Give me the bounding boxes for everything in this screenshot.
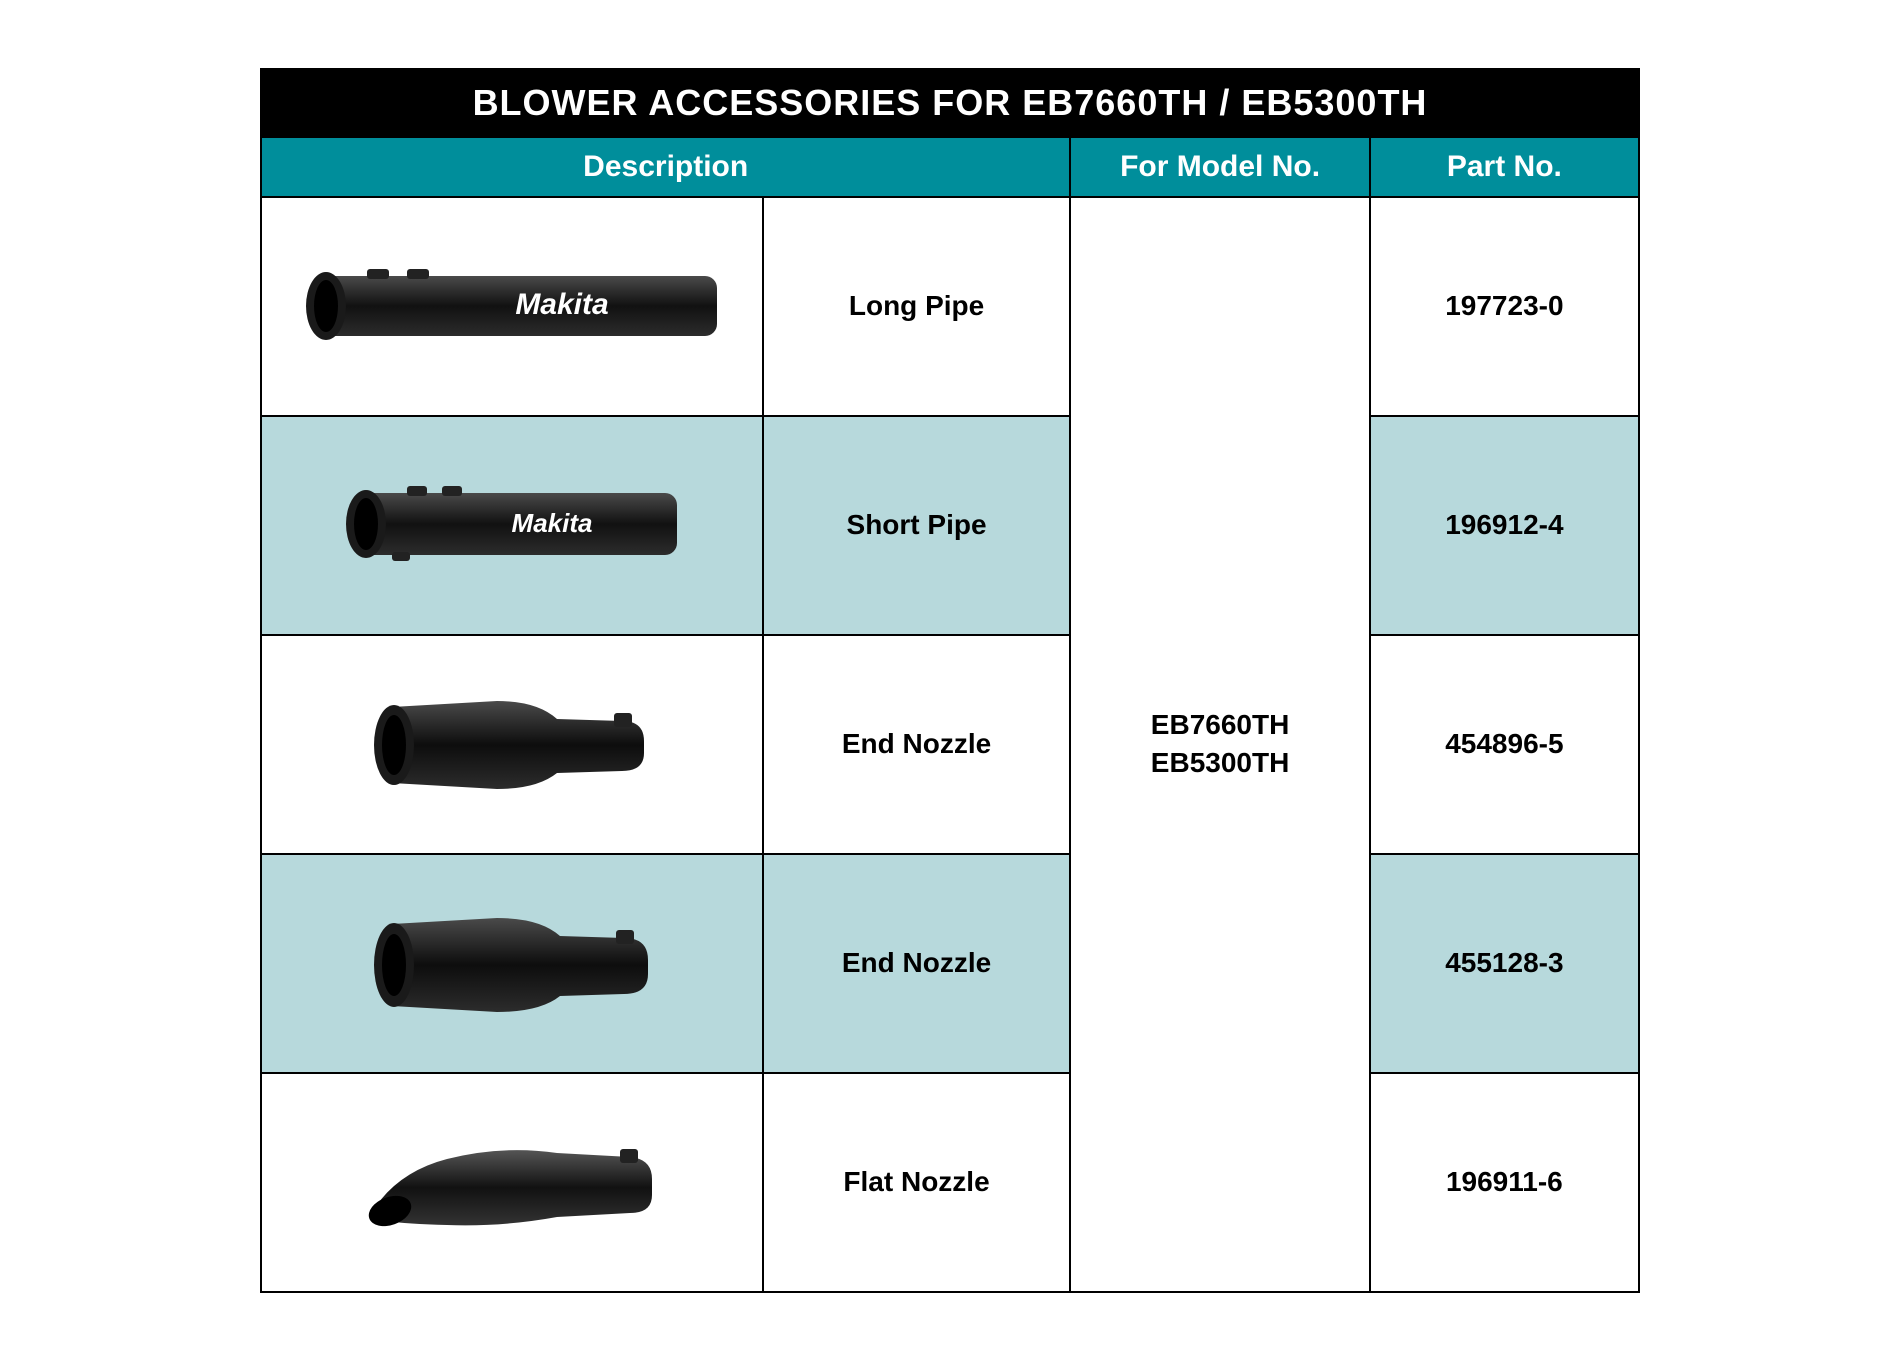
end-nozzle-icon	[362, 898, 662, 1028]
table-row: Flat Nozzle 196911-6	[261, 1073, 1639, 1292]
part-no-cell: 197723-0	[1370, 197, 1639, 416]
table-row: Makita Short Pipe 196912-4	[261, 416, 1639, 635]
description-cell: Short Pipe	[763, 416, 1071, 635]
model-line-2: EB5300TH	[1072, 744, 1367, 782]
product-image-cell	[261, 854, 763, 1073]
brand-text: Makita	[515, 288, 608, 321]
product-image-cell: Makita	[261, 416, 763, 635]
model-cell: EB7660TH EB5300TH	[1070, 197, 1369, 1292]
product-image-cell: Makita	[261, 197, 763, 416]
table-row: End Nozzle 454896-5	[261, 635, 1639, 854]
long-pipe-icon: Makita	[302, 251, 722, 361]
table-row: End Nozzle 455128-3	[261, 854, 1639, 1073]
part-no-cell: 454896-5	[1370, 635, 1639, 854]
product-image-cell	[261, 635, 763, 854]
table-title: BLOWER ACCESSORIES FOR EB7660TH / EB5300…	[261, 69, 1639, 137]
part-no-cell: 455128-3	[1370, 854, 1639, 1073]
accessories-table: BLOWER ACCESSORIES FOR EB7660TH / EB5300…	[260, 68, 1640, 1293]
table-row: Makita Long Pipe EB7660TH EB5300TH 19772…	[261, 197, 1639, 416]
description-cell: End Nozzle	[763, 635, 1071, 854]
description-cell: Flat Nozzle	[763, 1073, 1071, 1292]
model-line-1: EB7660TH	[1072, 706, 1367, 744]
flat-nozzle-icon	[352, 1117, 672, 1247]
part-no-cell: 196911-6	[1370, 1073, 1639, 1292]
header-part: Part No.	[1370, 137, 1639, 197]
end-nozzle-icon	[362, 679, 662, 809]
header-model: For Model No.	[1070, 137, 1369, 197]
description-cell: Long Pipe	[763, 197, 1071, 416]
description-cell: End Nozzle	[763, 854, 1071, 1073]
brand-text: Makita	[511, 508, 592, 538]
part-no-cell: 196912-4	[1370, 416, 1639, 635]
header-description: Description	[261, 137, 1070, 197]
short-pipe-icon: Makita	[342, 470, 682, 580]
product-image-cell	[261, 1073, 763, 1292]
